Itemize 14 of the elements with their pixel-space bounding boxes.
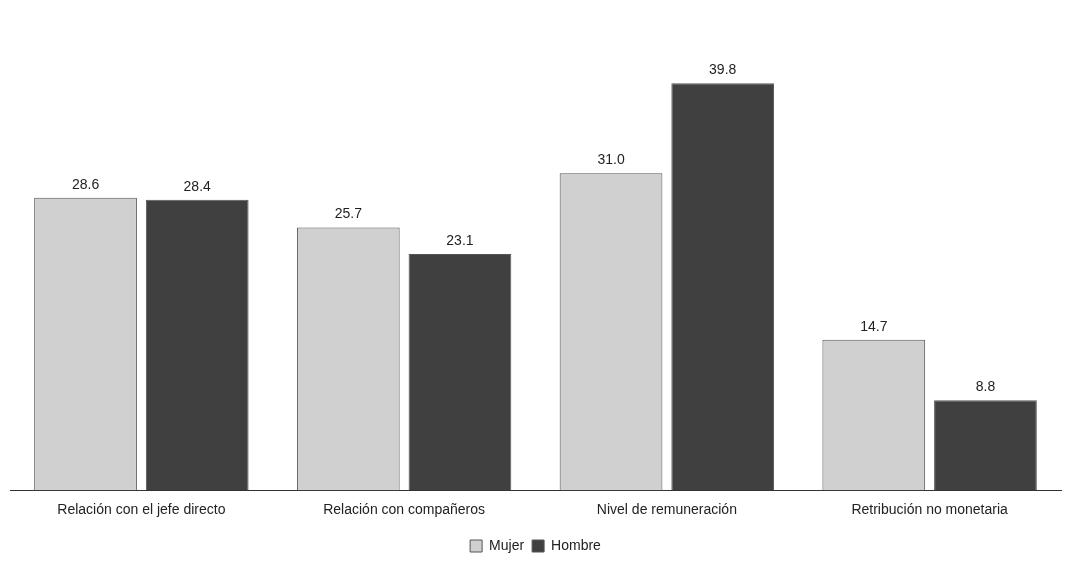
data-label: 25.7 [334,205,363,222]
x-tick-label: Nivel de remuneración [596,501,737,518]
data-label: 39.8 [709,61,737,78]
x-tick-label: Relación con compañeros [323,501,486,518]
data-label: 14.7 [860,317,888,334]
data-label: 28.4 [183,177,212,194]
data-label: 8.8 [975,378,996,395]
x-tick-label: Retribución no monetaria [851,501,1009,518]
legend-label: Mujer [489,536,525,553]
data-label: 28.6 [71,175,100,192]
x-tick-label: Relación con el jefe directo [57,501,226,518]
legend-label: Hombre [551,536,602,553]
data-label: 23.1 [446,231,474,248]
data-label: 31.0 [597,151,625,168]
